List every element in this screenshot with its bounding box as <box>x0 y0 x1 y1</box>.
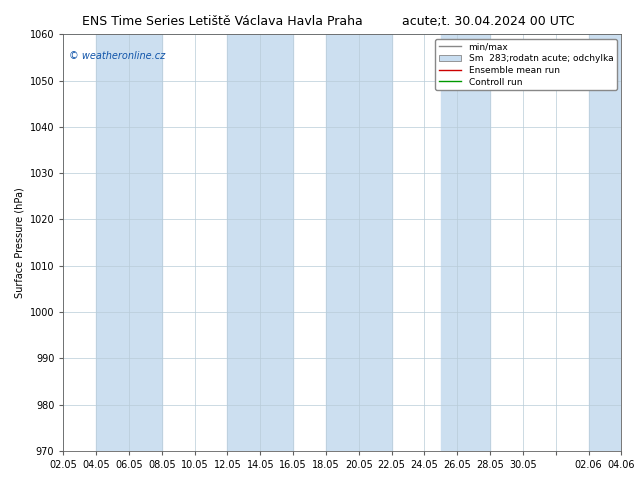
Bar <box>588 34 621 451</box>
Bar <box>326 34 392 451</box>
Text: acute;t. 30.04.2024 00 UTC: acute;t. 30.04.2024 00 UTC <box>402 15 574 28</box>
Bar <box>96 34 162 451</box>
Y-axis label: Surface Pressure (hPa): Surface Pressure (hPa) <box>14 187 24 298</box>
Text: ENS Time Series Letiště Václava Havla Praha: ENS Time Series Letiště Václava Havla Pr… <box>82 15 362 28</box>
Legend: min/max, Sm  283;rodatn acute; odchylka, Ensemble mean run, Controll run: min/max, Sm 283;rodatn acute; odchylka, … <box>435 39 617 90</box>
Bar <box>228 34 293 451</box>
Bar <box>441 34 490 451</box>
Text: © weatheronline.cz: © weatheronline.cz <box>69 51 165 61</box>
